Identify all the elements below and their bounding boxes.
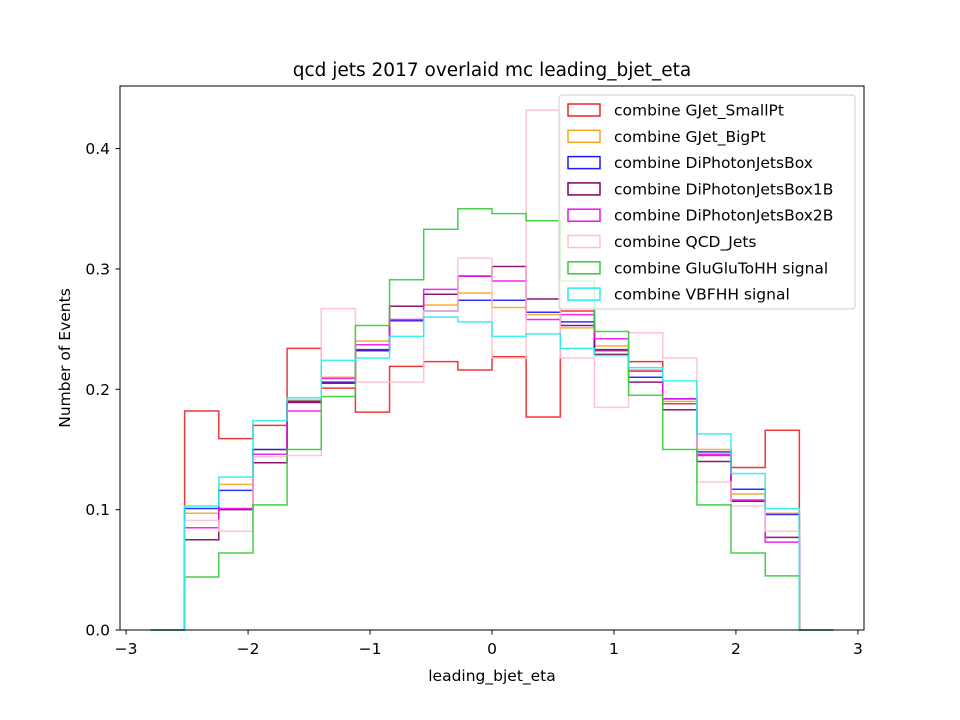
legend-box: [558, 94, 856, 310]
x-tick-label: −2: [237, 640, 260, 658]
legend-swatch: [567, 287, 601, 301]
legend-swatch: [567, 103, 601, 117]
y-tick-label: 0.1: [85, 501, 110, 519]
y-tick-label: 0.4: [85, 140, 110, 158]
legend-label: combine DiPhotonJetsBox2B: [614, 207, 833, 225]
x-tick-label: −1: [359, 640, 382, 658]
legend-swatch: [567, 182, 601, 196]
legend-swatch: [567, 155, 601, 170]
x-axis-ticks: −3 −2 −1 0 1 2 3: [115, 630, 863, 658]
y-axis-ticks: 0.0 0.1 0.2 0.3 0.4: [85, 140, 120, 640]
histogram-series: [150, 109, 834, 631]
y-tick-label: 0.3: [85, 260, 110, 278]
series-6-step-line: [150, 208, 834, 631]
series-7-step-line: [150, 316, 834, 631]
legend-label: combine DiPhotonJetsBox: [614, 154, 813, 172]
series-0-step-line: [150, 310, 834, 631]
legend-label: combine GluGluToHH signal: [614, 259, 828, 277]
legend-label: combine GJet_SmallPt: [614, 102, 784, 121]
x-tick-label: 0: [487, 640, 497, 658]
x-tick-label: 1: [609, 640, 619, 658]
legend-swatch: [567, 234, 601, 249]
legend-label: combine GJet_BigPt: [614, 128, 766, 147]
x-tick-label: −3: [115, 640, 138, 658]
y-tick-label: 0.2: [85, 381, 110, 399]
legend-label: combine DiPhotonJetsBox1B: [614, 180, 833, 198]
legend-label: combine QCD_Jets: [614, 233, 757, 252]
chart-title: qcd jets 2017 overlaid mc leading_bjet_e…: [293, 60, 692, 81]
x-tick-label: 2: [731, 640, 741, 658]
x-tick-label: 3: [853, 640, 863, 658]
legend-swatch: [567, 261, 601, 275]
y-axis-label: Number of Events: [56, 288, 74, 428]
legend-swatch: [567, 208, 601, 222]
legend-label: combine VBFHH signal: [614, 286, 790, 304]
y-tick-label: 0.0: [85, 622, 110, 640]
x-axis-label: leading_bjet_eta: [428, 667, 556, 686]
series-5-step-line: [150, 109, 834, 631]
legend-swatch: [567, 129, 601, 144]
